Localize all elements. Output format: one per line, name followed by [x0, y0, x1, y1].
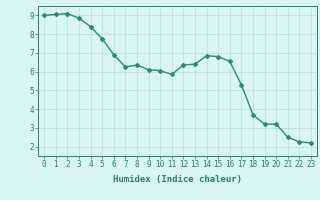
X-axis label: Humidex (Indice chaleur): Humidex (Indice chaleur) [113, 175, 242, 184]
